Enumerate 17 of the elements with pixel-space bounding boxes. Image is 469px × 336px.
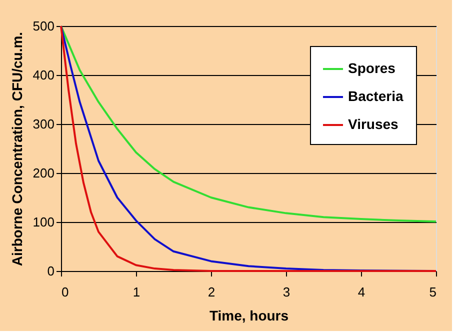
y-tick-label: 0: [47, 264, 54, 278]
legend-label: Bacteria: [348, 88, 404, 104]
y-tick-label: 500: [32, 18, 54, 34]
x-axis-title: Time, hours: [209, 308, 289, 324]
y-tick-label: 100: [32, 214, 54, 230]
x-tick-label: 5: [429, 284, 436, 300]
y-tick-label: 400: [32, 68, 54, 82]
x-tick-label: 0: [62, 284, 69, 300]
x-tick-label: 4: [358, 284, 366, 300]
x-tick-label: 2: [208, 284, 216, 300]
x-tick-label: 1: [132, 284, 140, 300]
x-tick-label: 3: [282, 284, 290, 300]
legend-label: Viruses: [348, 116, 399, 132]
legend-label: Spores: [348, 60, 396, 76]
y-tick-label: 200: [32, 166, 54, 180]
y-tick-label: 300: [32, 116, 54, 132]
y-axis-title: Airborne Concentration, CFU/cu.m.: [8, 32, 25, 266]
